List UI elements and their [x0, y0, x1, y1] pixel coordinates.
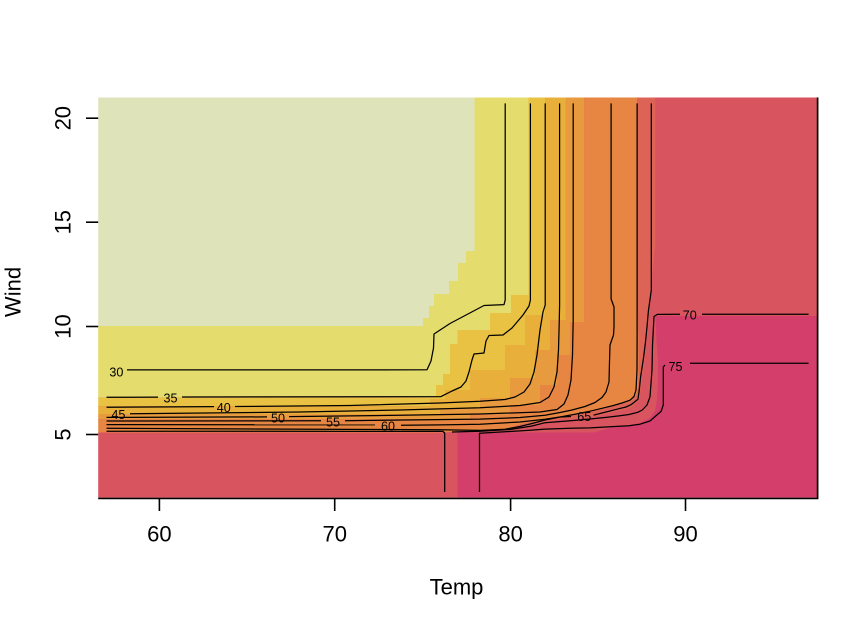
svg-text:90: 90: [673, 522, 697, 547]
svg-text:50: 50: [271, 412, 285, 426]
svg-text:40: 40: [217, 401, 231, 415]
svg-text:5: 5: [51, 428, 76, 440]
svg-text:Wind: Wind: [1, 267, 26, 317]
svg-text:60: 60: [147, 522, 171, 547]
svg-text:60: 60: [381, 420, 395, 434]
svg-text:35: 35: [163, 391, 177, 405]
svg-text:70: 70: [683, 309, 697, 323]
svg-text:55: 55: [326, 415, 340, 429]
svg-text:65: 65: [577, 410, 591, 424]
svg-text:70: 70: [322, 522, 346, 547]
svg-text:15: 15: [51, 210, 76, 234]
svg-text:80: 80: [498, 522, 522, 547]
svg-text:20: 20: [51, 106, 76, 130]
svg-text:10: 10: [51, 314, 76, 338]
svg-text:75: 75: [668, 360, 682, 374]
svg-text:30: 30: [109, 366, 123, 380]
svg-text:45: 45: [111, 408, 125, 422]
svg-text:Temp: Temp: [430, 575, 484, 600]
